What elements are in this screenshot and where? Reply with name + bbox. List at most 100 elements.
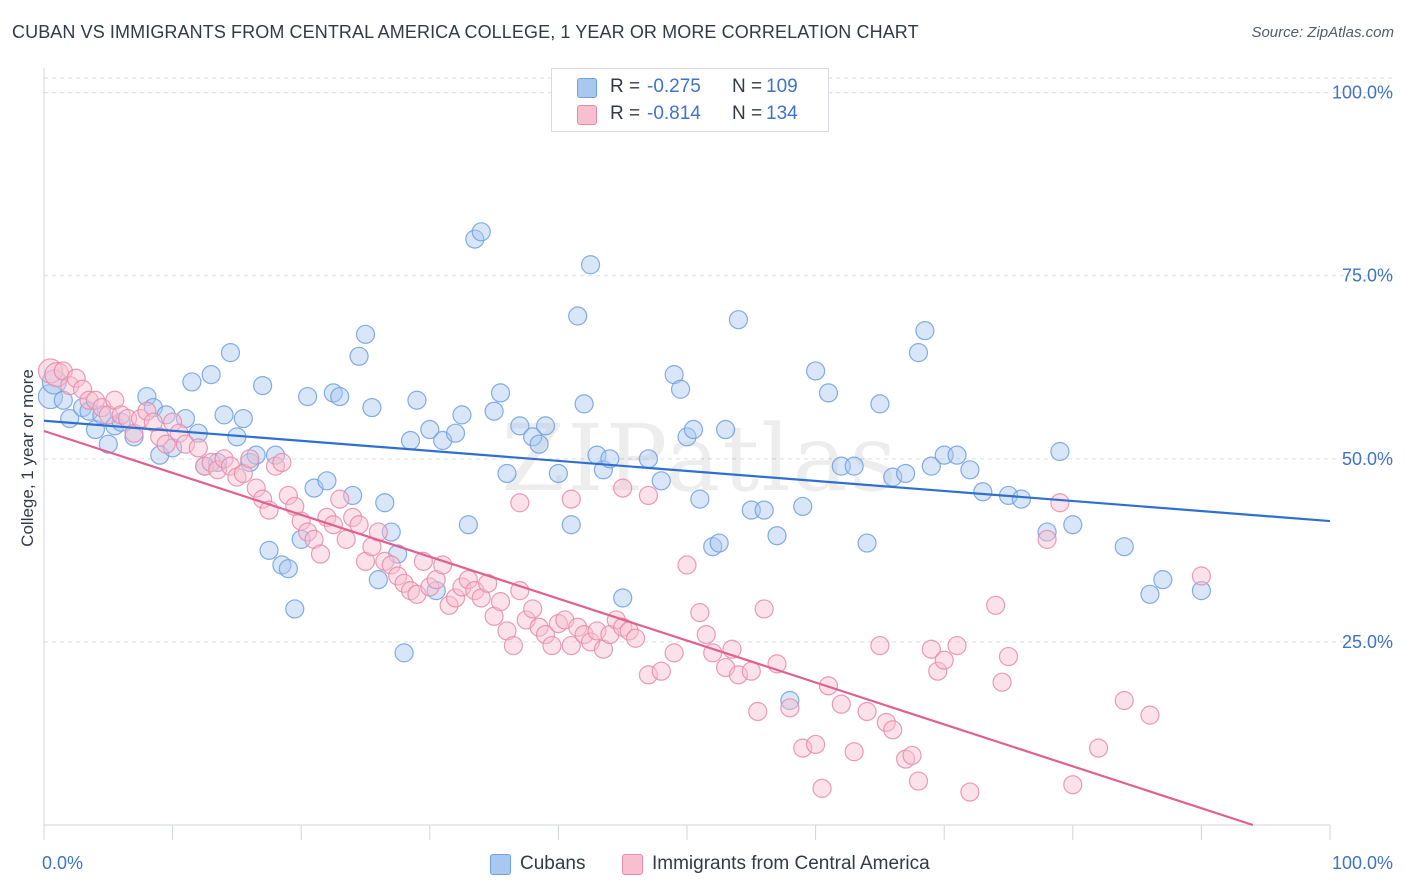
data-point bbox=[323, 383, 343, 403]
data-point bbox=[272, 452, 292, 473]
data-point bbox=[503, 635, 523, 656]
data-point bbox=[278, 485, 298, 506]
legend-r-label: R = bbox=[610, 76, 641, 97]
legend-n-value: 134 bbox=[766, 103, 798, 124]
data-point bbox=[690, 489, 710, 509]
data-point bbox=[452, 577, 472, 597]
data-point bbox=[870, 635, 890, 656]
data-point bbox=[793, 738, 813, 758]
data-point bbox=[445, 423, 466, 443]
data-point bbox=[1153, 570, 1173, 590]
data-point bbox=[375, 493, 395, 513]
data-point bbox=[670, 379, 691, 399]
data-point bbox=[484, 401, 504, 421]
data-point bbox=[330, 386, 350, 407]
data-point bbox=[876, 712, 896, 733]
data-point bbox=[767, 526, 787, 546]
data-point bbox=[709, 533, 729, 553]
data-point bbox=[246, 445, 266, 465]
legend-n-value: 109 bbox=[766, 76, 798, 97]
legend-r-value: -0.275 bbox=[647, 76, 701, 97]
data-point bbox=[928, 661, 948, 681]
data-point bbox=[960, 782, 980, 802]
data-point bbox=[1140, 705, 1160, 725]
data-point bbox=[908, 771, 929, 791]
data-point bbox=[137, 401, 157, 421]
data-point bbox=[72, 379, 93, 399]
chart-source: Source: ZipAtlas.com bbox=[1251, 24, 1394, 41]
data-point bbox=[896, 749, 916, 769]
data-point bbox=[458, 515, 478, 535]
data-point bbox=[439, 595, 459, 615]
data-point bbox=[1063, 515, 1083, 535]
data-point bbox=[741, 661, 761, 681]
data-point bbox=[748, 701, 768, 722]
trend-line-cubans bbox=[43, 419, 1331, 523]
y-axis-title: College, 1 year or more bbox=[18, 369, 37, 547]
data-point bbox=[600, 449, 620, 469]
axes bbox=[43, 68, 1331, 840]
data-point bbox=[780, 698, 800, 718]
data-point bbox=[343, 485, 363, 506]
data-point bbox=[330, 489, 350, 509]
data-point bbox=[561, 635, 581, 656]
gridlines bbox=[44, 77, 1392, 643]
legend-n-label: N = bbox=[732, 76, 763, 97]
series-cubans-points bbox=[37, 222, 1212, 711]
data-point bbox=[812, 778, 832, 798]
legend-r-label: R = bbox=[610, 103, 641, 124]
data-point bbox=[227, 467, 247, 487]
data-point bbox=[947, 445, 967, 465]
tick-labels: 25.0% 50.0% 75.0% 100.0% 0.0% 100.0% bbox=[42, 83, 1393, 873]
series-central-america-points bbox=[37, 358, 1212, 802]
data-point bbox=[1114, 690, 1134, 711]
data-point bbox=[857, 701, 877, 722]
data-point bbox=[548, 463, 569, 484]
data-point bbox=[754, 500, 774, 520]
data-point bbox=[336, 529, 356, 549]
data-point bbox=[1114, 537, 1134, 557]
data-point bbox=[265, 445, 286, 465]
data-point bbox=[240, 449, 260, 469]
data-point bbox=[523, 427, 543, 447]
data-point bbox=[915, 321, 935, 341]
y-tick-label: 75.0% bbox=[1342, 266, 1393, 286]
data-point bbox=[574, 394, 594, 414]
data-point bbox=[992, 672, 1012, 692]
data-point bbox=[535, 624, 556, 645]
legend-swatch-cubans bbox=[577, 78, 597, 98]
bottom-legend-swatch-central-america bbox=[622, 854, 643, 875]
data-point bbox=[1140, 584, 1160, 604]
data-point bbox=[1191, 566, 1212, 586]
data-point bbox=[510, 416, 530, 436]
data-point bbox=[465, 229, 485, 249]
data-point bbox=[214, 405, 234, 425]
data-point bbox=[780, 690, 800, 711]
data-point bbox=[1037, 529, 1057, 549]
data-point bbox=[278, 559, 298, 579]
data-point bbox=[805, 361, 826, 381]
data-point bbox=[188, 438, 208, 458]
data-point bbox=[529, 617, 549, 637]
data-point bbox=[973, 482, 993, 502]
data-point bbox=[214, 449, 234, 469]
data-point bbox=[407, 390, 427, 410]
data-point bbox=[355, 324, 376, 344]
data-point bbox=[960, 460, 980, 480]
data-point bbox=[66, 368, 86, 388]
legend-row-cubans: R = -0.275 N = 109 bbox=[552, 73, 828, 101]
data-point bbox=[921, 639, 941, 659]
data-point bbox=[818, 383, 839, 403]
legend-r-value: -0.814 bbox=[647, 103, 701, 124]
data-point bbox=[490, 592, 511, 612]
data-point bbox=[394, 643, 414, 663]
data-point bbox=[452, 405, 472, 425]
data-point bbox=[445, 588, 466, 608]
points-layer bbox=[37, 222, 1212, 802]
data-point bbox=[298, 522, 318, 542]
data-point bbox=[510, 493, 530, 513]
data-point bbox=[1037, 522, 1057, 542]
data-point bbox=[272, 555, 292, 575]
data-point bbox=[568, 306, 588, 326]
